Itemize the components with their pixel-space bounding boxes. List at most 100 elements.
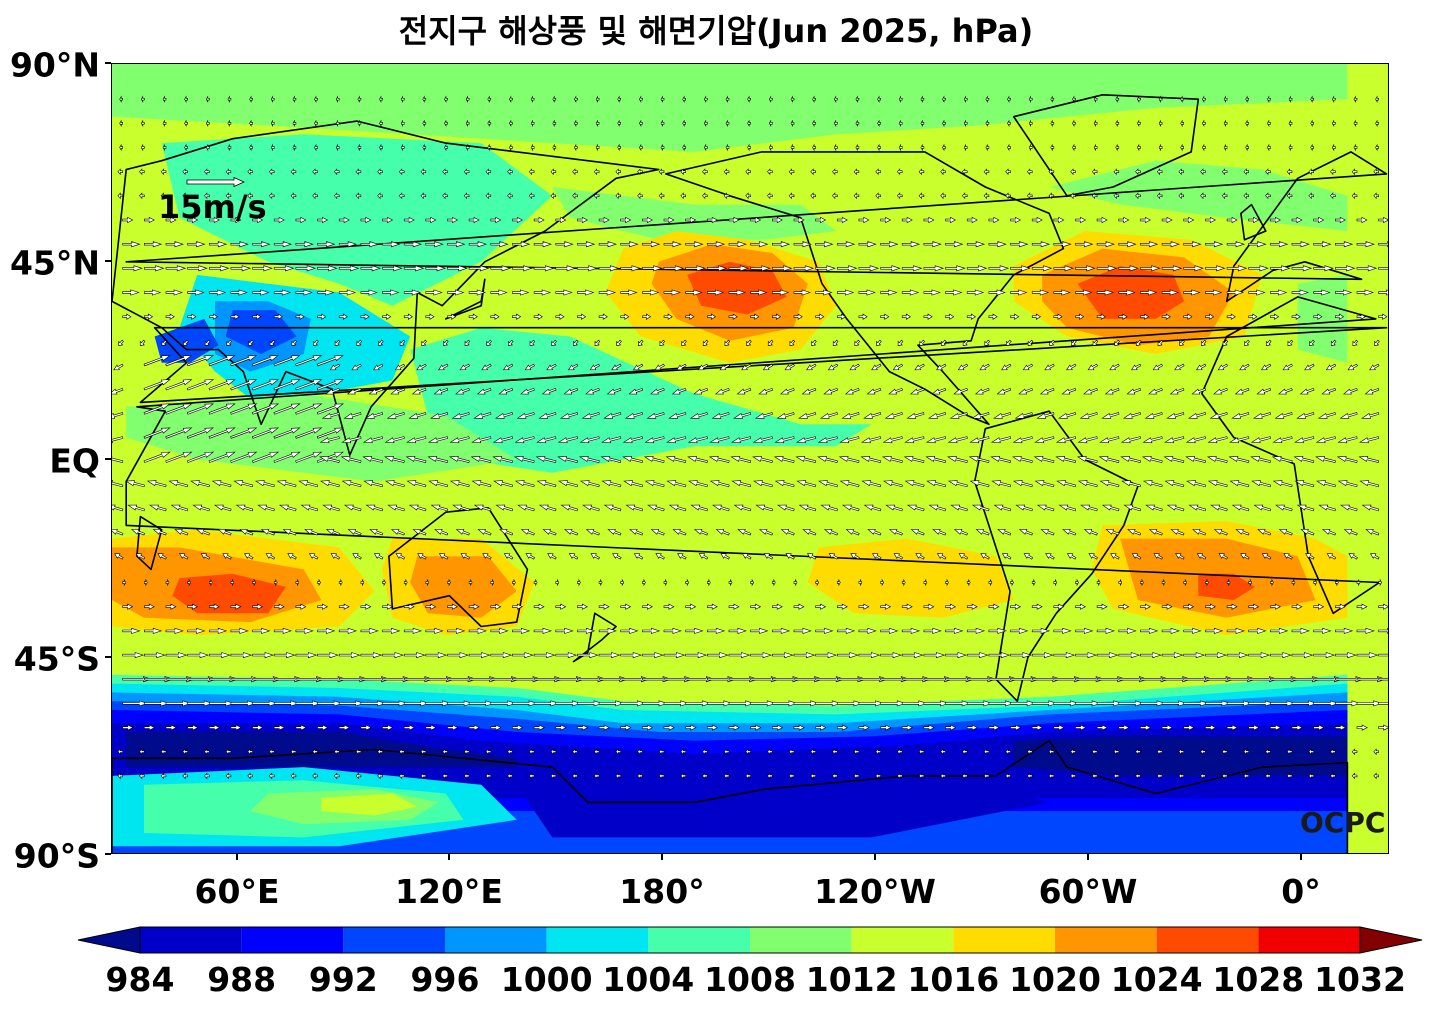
- wind-arrow: [438, 363, 449, 371]
- wind-arrow: [273, 652, 296, 659]
- wind-arrow: [1378, 678, 1388, 681]
- colorbar-box: [648, 927, 750, 953]
- wind-arrow: [143, 578, 148, 587]
- wind-arrow: [465, 143, 470, 152]
- wind-arrow: [642, 724, 654, 731]
- wind-arrow: [463, 168, 470, 176]
- wind-arrow: [1166, 504, 1185, 512]
- wind-arrow: [512, 700, 538, 707]
- wind-arrow: [1226, 313, 1236, 320]
- wind-arrow: [1291, 265, 1313, 272]
- wind-arrow: [1267, 119, 1271, 128]
- wind-arrow: [1226, 724, 1238, 731]
- wind-arrow: [1256, 387, 1272, 395]
- wind-arrow: [442, 748, 448, 756]
- wind-arrow: [925, 436, 947, 444]
- wind-arrow: [620, 241, 639, 248]
- wind-arrow: [538, 412, 557, 419]
- wind-arrow: [750, 241, 769, 248]
- wind-arrow: [1161, 700, 1188, 707]
- wind-arrow: [966, 216, 978, 224]
- wind-arrow: [715, 529, 730, 536]
- wind-arrow: [1335, 652, 1357, 659]
- wind-arrow: [468, 578, 473, 587]
- wind-arrow: [233, 480, 254, 488]
- wind-arrow: [663, 603, 675, 610]
- wind-arrow: [1027, 339, 1034, 346]
- wind-arrow: [316, 379, 344, 391]
- wind-arrow: [1248, 676, 1279, 683]
- wind-arrow: [1310, 119, 1314, 128]
- wind-arrow: [1183, 700, 1210, 707]
- wind-arrow: [434, 529, 449, 536]
- wind-arrow: [416, 363, 427, 371]
- lon-tick: [448, 854, 450, 860]
- wind-arrow: [230, 724, 242, 731]
- wind-arrow: [398, 772, 405, 780]
- wind-arrow: [528, 748, 535, 756]
- wind-arrow: [788, 748, 795, 756]
- wind-arrow: [502, 363, 514, 371]
- wind-arrow: [1033, 455, 1055, 463]
- wind-arrow: [1031, 700, 1058, 707]
- wind-arrow: [1291, 700, 1318, 707]
- wind-arrow: [512, 578, 516, 587]
- wind-arrow: [620, 700, 647, 707]
- wind-arrow: [187, 603, 199, 610]
- wind-arrow: [555, 289, 573, 296]
- wind-arrow: [316, 427, 344, 439]
- wind-arrow: [685, 313, 695, 320]
- wind-arrow: [961, 168, 968, 176]
- wind-arrow: [208, 379, 236, 391]
- wind-arrow: [225, 192, 232, 200]
- lon-label-60e: 60°E: [194, 872, 280, 911]
- wind-arrow: [1145, 504, 1163, 512]
- wind-arrow: [1286, 168, 1293, 176]
- wind-arrow: [1050, 143, 1055, 152]
- wind-arrow: [295, 427, 323, 439]
- wind-arrow: [836, 578, 841, 587]
- wind-arrow: [442, 772, 448, 780]
- wind-arrow: [230, 603, 242, 610]
- wind-arrow: [1356, 700, 1383, 707]
- wind-arrow: [403, 627, 423, 634]
- wind-arrow: [1231, 504, 1250, 512]
- wind-arrow: [143, 627, 163, 634]
- wind-arrow: [694, 529, 709, 536]
- wind-arrow: [252, 265, 273, 272]
- wind-arrow: [516, 412, 535, 419]
- wind-arrow: [875, 168, 881, 176]
- wind-arrow: [836, 652, 859, 659]
- wind-arrow: [498, 387, 514, 395]
- wind-arrow: [555, 700, 582, 707]
- lon-tick: [1087, 854, 1089, 860]
- pressure-region-antarctic-deep-low: [516, 767, 1050, 838]
- wind-arrow: [1118, 676, 1149, 683]
- wind-arrow: [425, 700, 452, 707]
- wind-arrow: [139, 339, 146, 346]
- wind-arrow: [430, 504, 449, 512]
- wind-arrow: [1373, 168, 1379, 176]
- wind-arrow: [689, 412, 708, 419]
- wind-arrow: [1135, 748, 1141, 756]
- colorbar: [77, 926, 1423, 954]
- wind-arrow: [1175, 553, 1185, 560]
- wind-arrow: [958, 553, 969, 560]
- wind-arrow: [1335, 265, 1356, 272]
- wind-arrow: [346, 387, 362, 395]
- colorbar-tick-label: 1028: [1212, 960, 1305, 999]
- wind-arrow: [529, 339, 536, 346]
- wind-arrow: [877, 143, 881, 152]
- wind-arrow: [390, 387, 405, 395]
- wind-arrow: [947, 480, 968, 488]
- wind-arrow: [295, 289, 313, 296]
- wind-arrow: [855, 143, 860, 152]
- wind-arrow: [230, 676, 261, 683]
- wind-arrow: [720, 553, 730, 560]
- wind-arrow: [1040, 529, 1055, 536]
- wind-arrow: [577, 652, 599, 659]
- wind-arrow: [165, 379, 193, 391]
- wind-arrow: [333, 772, 340, 780]
- wind-arrow: [926, 480, 947, 488]
- pressure-region-australia-high-1024: [410, 556, 517, 618]
